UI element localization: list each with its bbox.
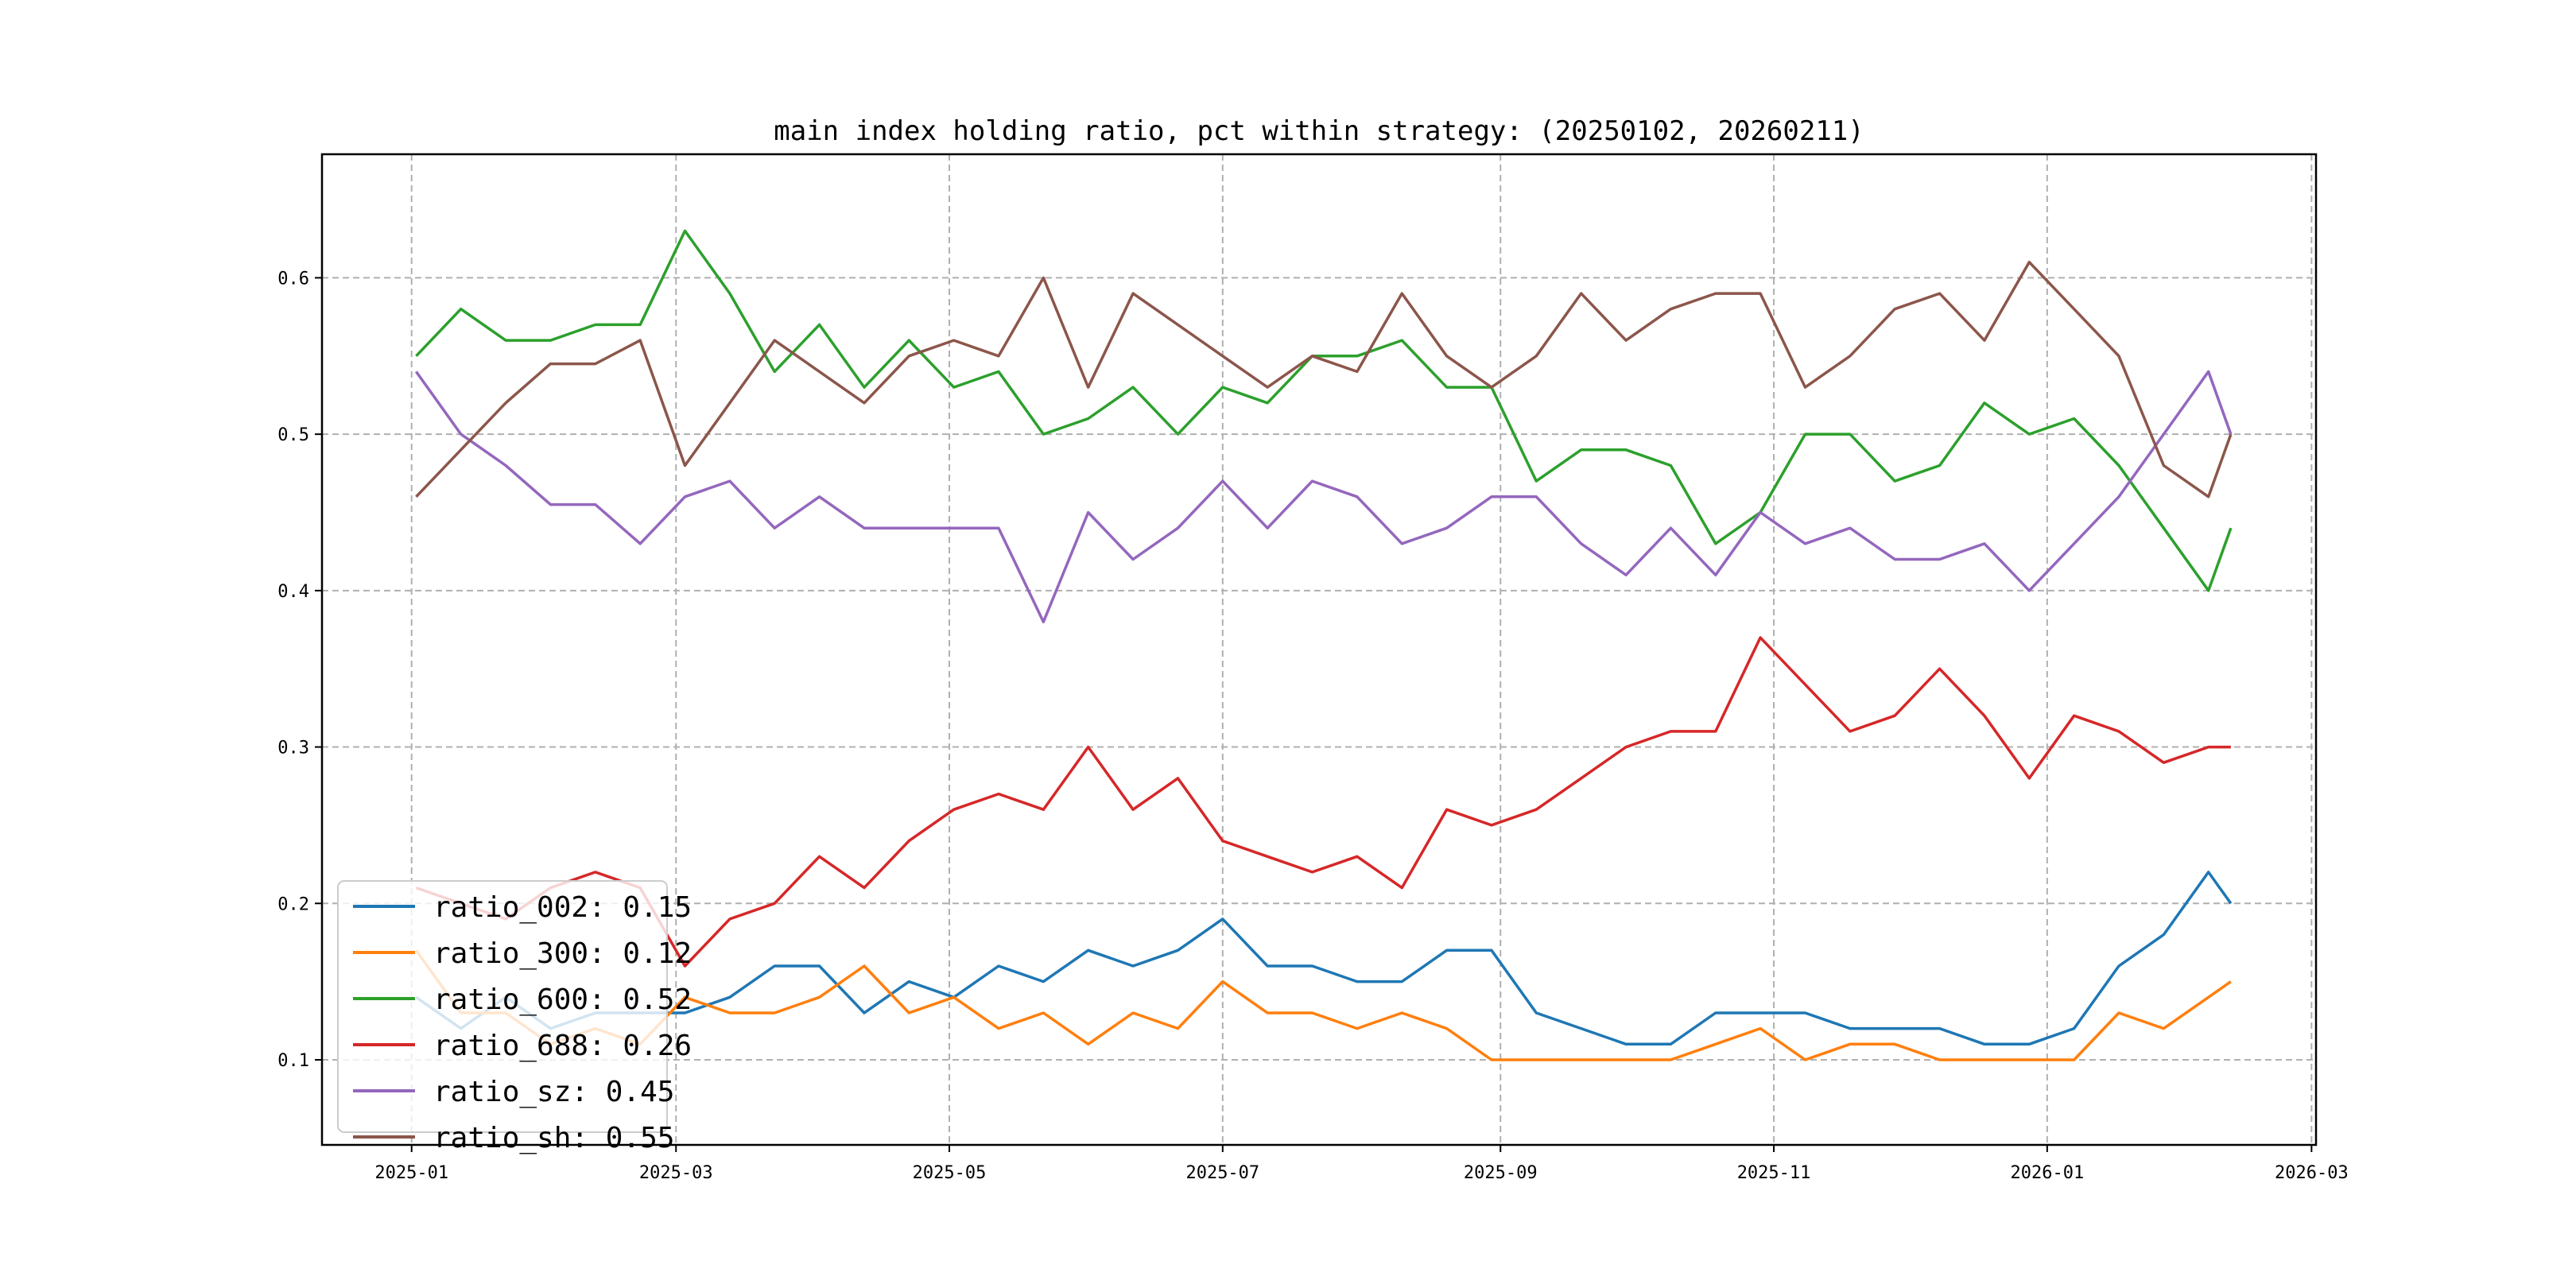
series-line-ratio_300 <box>414 949 2232 1061</box>
x-tick-label: 2026-03 <box>2275 1163 2349 1183</box>
x-tick-label: 2025-01 <box>374 1163 448 1183</box>
series-line-ratio_688 <box>415 636 2231 968</box>
x-axis: 2025-01 2025-03 2025-05 2025-07 2025-09 2025-… <box>374 1145 2349 1183</box>
x-tick-label: 2025-03 <box>639 1163 713 1183</box>
y-tick-label: 0.1 <box>277 1051 309 1071</box>
x-tick-label: 2025-05 <box>913 1163 987 1183</box>
x-tick-label: 2025-07 <box>1185 1163 1259 1183</box>
legend-label-ratio_300: ratio_300: 0.12 <box>433 937 692 970</box>
series-lines <box>414 229 2233 1061</box>
y-tick-label: 0.5 <box>277 425 309 445</box>
legend-label-ratio_688: ratio_688: 0.26 <box>433 1030 692 1062</box>
y-tick-label: 0.3 <box>277 739 309 758</box>
series-line-ratio_600 <box>415 229 2233 592</box>
legend-label-ratio_600: ratio_600: 0.52 <box>433 983 692 1016</box>
y-tick-label: 0.6 <box>277 269 309 289</box>
series-line-ratio_002 <box>415 871 2233 1046</box>
legend-label-ratio_002: ratio_002: 0.15 <box>433 891 692 924</box>
legend: ratio_002: 0.15 ratio_300: 0.12 ratio_600:… <box>337 880 692 1154</box>
y-tick-label: 0.2 <box>277 894 309 914</box>
x-tick-label: 2025-09 <box>1464 1163 1538 1183</box>
legend-box <box>337 880 668 1133</box>
series-line-ratio_sh <box>415 260 2233 499</box>
plot-frame <box>320 153 2318 1146</box>
x-tick-label: 2026-01 <box>2010 1163 2084 1183</box>
legend-label-ratio_sz: ratio_sz: 0.45 <box>433 1076 674 1108</box>
x-tick-label: 2025-11 <box>1737 1163 1811 1183</box>
chart-title: main index holding ratio, pct within str… <box>774 115 1864 147</box>
series-line-ratio_sz <box>414 370 2233 623</box>
y-axis: 0.1 0.2 0.3 0.4 0.5 0.6 <box>277 269 322 1071</box>
y-tick-label: 0.4 <box>277 582 309 602</box>
legend-label-ratio_sh: ratio_sh: 0.55 <box>433 1122 674 1154</box>
